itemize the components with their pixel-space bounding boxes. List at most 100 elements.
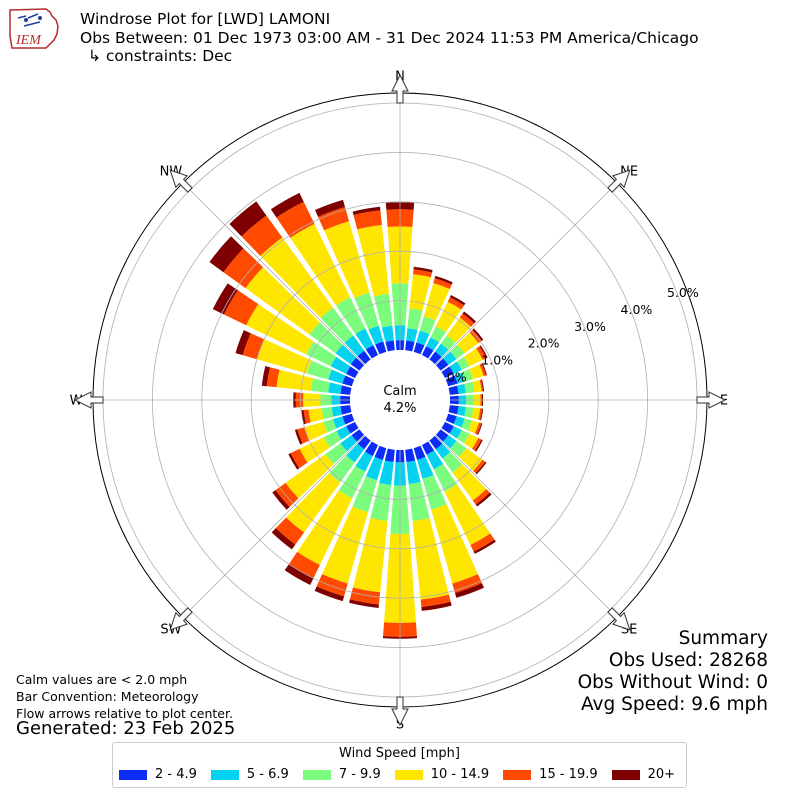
bar-segment bbox=[463, 348, 483, 367]
calm-value: 4.2% bbox=[383, 401, 416, 416]
bar-segment bbox=[209, 236, 244, 273]
bar-segment bbox=[335, 297, 366, 335]
bar-segment bbox=[468, 420, 479, 434]
bar-segment bbox=[318, 207, 350, 231]
bar-segment bbox=[421, 601, 452, 611]
avg-speed: Avg Speed: 9.6 mph bbox=[580, 694, 768, 715]
bar-segment bbox=[478, 408, 483, 421]
bar-segment bbox=[294, 429, 303, 445]
bar-segment bbox=[349, 599, 379, 608]
flow-arrow bbox=[169, 169, 193, 193]
bar-segment bbox=[433, 278, 452, 289]
bar-segment bbox=[275, 517, 305, 545]
bar-segment bbox=[412, 517, 449, 600]
legend-swatch bbox=[611, 769, 640, 780]
legend-item: 10 - 14.9 bbox=[393, 767, 489, 782]
bar-segment bbox=[423, 283, 450, 321]
summary-block: Summary Obs Used: 28268 Obs Without Wind… bbox=[578, 628, 768, 716]
bar-segment bbox=[413, 269, 433, 278]
bar-segment bbox=[346, 443, 365, 463]
bar-segment bbox=[297, 427, 310, 444]
bar-segment bbox=[449, 426, 462, 439]
flow-arrow bbox=[607, 607, 631, 631]
bar-segment bbox=[357, 350, 371, 365]
bar-segment bbox=[290, 223, 351, 306]
bar-segment bbox=[271, 528, 296, 550]
bar-segment bbox=[457, 383, 466, 394]
calm-center bbox=[350, 350, 450, 450]
bar-segment bbox=[229, 201, 267, 237]
bar-segment bbox=[288, 453, 300, 470]
bar-segment bbox=[245, 267, 320, 335]
bar-segment bbox=[450, 440, 467, 458]
bar-segment bbox=[344, 335, 365, 357]
bar-segment bbox=[426, 337, 440, 351]
bar-segment bbox=[332, 416, 346, 429]
bar-segment bbox=[431, 504, 478, 584]
bar-segment bbox=[384, 448, 395, 463]
bar-segment bbox=[474, 422, 482, 435]
obs-without-wind: Obs Without Wind: 0 bbox=[577, 672, 768, 693]
bar-segment bbox=[340, 385, 352, 395]
bar-segment bbox=[481, 379, 485, 392]
iem-logo: IEM bbox=[9, 8, 59, 49]
bar-segment bbox=[408, 482, 430, 521]
bar-segment bbox=[426, 450, 444, 470]
bar-segment bbox=[421, 346, 434, 359]
grid-spoke bbox=[189, 435, 365, 611]
bar-segment bbox=[456, 356, 470, 370]
legend: Wind Speed [mph] 2 - 4.9 5 - 6.9 7 - 9.9 10… bbox=[112, 742, 687, 788]
bar-segment bbox=[336, 426, 351, 440]
flow-note: Flow arrows relative to plot center. bbox=[16, 706, 233, 721]
bar-segment bbox=[322, 506, 369, 584]
bar-segment bbox=[308, 408, 324, 423]
legend-items: 2 - 4.9 5 - 6.9 7 - 9.9 10 - 14.9 15 - 19.9 2… bbox=[117, 767, 687, 782]
legend-item: 5 - 6.9 bbox=[209, 767, 289, 782]
bar-segment bbox=[475, 461, 487, 475]
bar-segment bbox=[479, 345, 488, 359]
bar-segment bbox=[429, 351, 442, 365]
bar-segment bbox=[413, 445, 426, 460]
bar-segment bbox=[454, 372, 465, 384]
bar-segment bbox=[365, 456, 383, 481]
bar-segment bbox=[463, 433, 479, 449]
bar-segment bbox=[457, 406, 466, 417]
bar-segment bbox=[340, 435, 357, 452]
observation-period: Obs Between: 01 Dec 1973 03:00 AM - 31 D… bbox=[80, 29, 699, 47]
bar-segment bbox=[406, 460, 421, 485]
bar-segment bbox=[325, 443, 348, 465]
bar-segment bbox=[435, 443, 451, 459]
bar-segment bbox=[368, 325, 384, 345]
legend-item: 7 - 9.9 bbox=[301, 767, 381, 782]
legend-label: 5 - 6.9 bbox=[246, 767, 289, 782]
bar-segment bbox=[461, 418, 472, 431]
bar-segment bbox=[330, 356, 351, 374]
bar-segment bbox=[447, 297, 465, 310]
bar-segment bbox=[481, 363, 488, 376]
bar-segment bbox=[435, 301, 462, 333]
legend-label: 20+ bbox=[647, 767, 676, 782]
bar-segment bbox=[301, 409, 306, 425]
bar-segment bbox=[421, 441, 435, 455]
bar-segment bbox=[350, 357, 365, 371]
bar-segment bbox=[352, 517, 388, 593]
bar-segment bbox=[420, 594, 451, 607]
bar-segment bbox=[475, 492, 492, 507]
bar-segment bbox=[297, 490, 353, 565]
obs-used: Obs Used: 28268 bbox=[608, 650, 768, 671]
bar-segment bbox=[443, 435, 457, 449]
bar-segment bbox=[351, 429, 365, 442]
legend-item: 15 - 19.9 bbox=[501, 767, 598, 782]
bar-segment bbox=[335, 344, 357, 365]
legend-label: 15 - 19.9 bbox=[539, 767, 598, 782]
bar-segment bbox=[445, 375, 458, 387]
bar-segment bbox=[413, 266, 433, 273]
bar-segment bbox=[374, 445, 387, 460]
bar-segment bbox=[472, 489, 490, 505]
bar-segment bbox=[290, 448, 308, 469]
bar-segment bbox=[349, 587, 381, 605]
bar-segment bbox=[453, 416, 465, 428]
bar-segment bbox=[328, 369, 346, 384]
bar-segment bbox=[444, 484, 491, 545]
bar-segment bbox=[452, 574, 482, 593]
